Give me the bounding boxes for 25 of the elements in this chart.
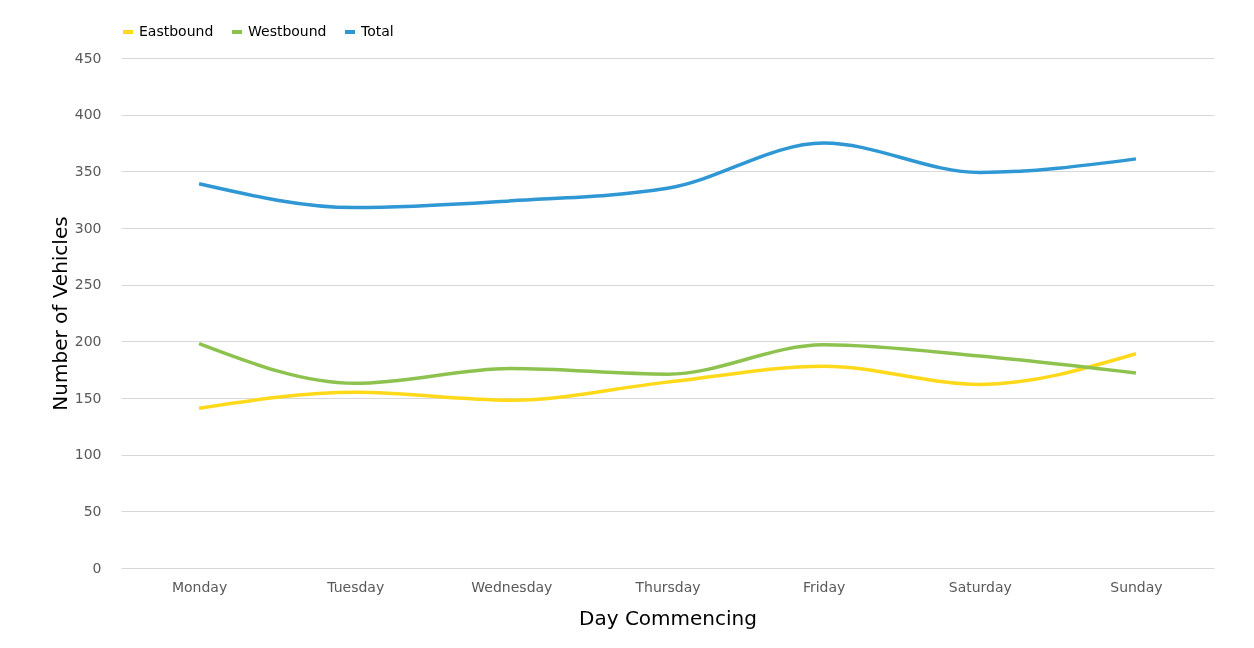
y-axis-title: Number of Vehicles <box>47 216 72 411</box>
y-tick-label: 350 <box>74 162 102 179</box>
legend-label: Westbound <box>248 23 327 39</box>
x-tick-label: Monday <box>171 578 228 595</box>
y-tick-label: 200 <box>74 332 102 349</box>
x-tick-label: Friday <box>802 578 846 595</box>
y-tick-label: 300 <box>74 219 102 236</box>
line-series <box>197 341 1138 386</box>
legend-label: Total <box>360 23 394 39</box>
line-series <box>197 352 1138 410</box>
y-tick-label: 400 <box>74 106 102 123</box>
x-tick-label: Wednesday <box>471 578 553 595</box>
y-tick-label: 250 <box>74 276 102 293</box>
x-tick-label: Tuesday <box>326 578 385 595</box>
line-series <box>197 141 1138 210</box>
legend-label: Eastbound <box>139 23 214 39</box>
x-axis-title: Day Commencing <box>579 605 757 630</box>
x-tick-label: Thursday <box>634 578 701 595</box>
y-tick-label: 50 <box>83 502 102 519</box>
y-tick-label: 0 <box>92 559 102 576</box>
x-tick-label: Sunday <box>1110 578 1163 595</box>
y-tick-label: 450 <box>74 49 102 66</box>
y-tick-label: 100 <box>74 446 102 463</box>
x-tick-label: Saturday <box>948 578 1012 595</box>
y-tick-label: 150 <box>74 389 102 406</box>
